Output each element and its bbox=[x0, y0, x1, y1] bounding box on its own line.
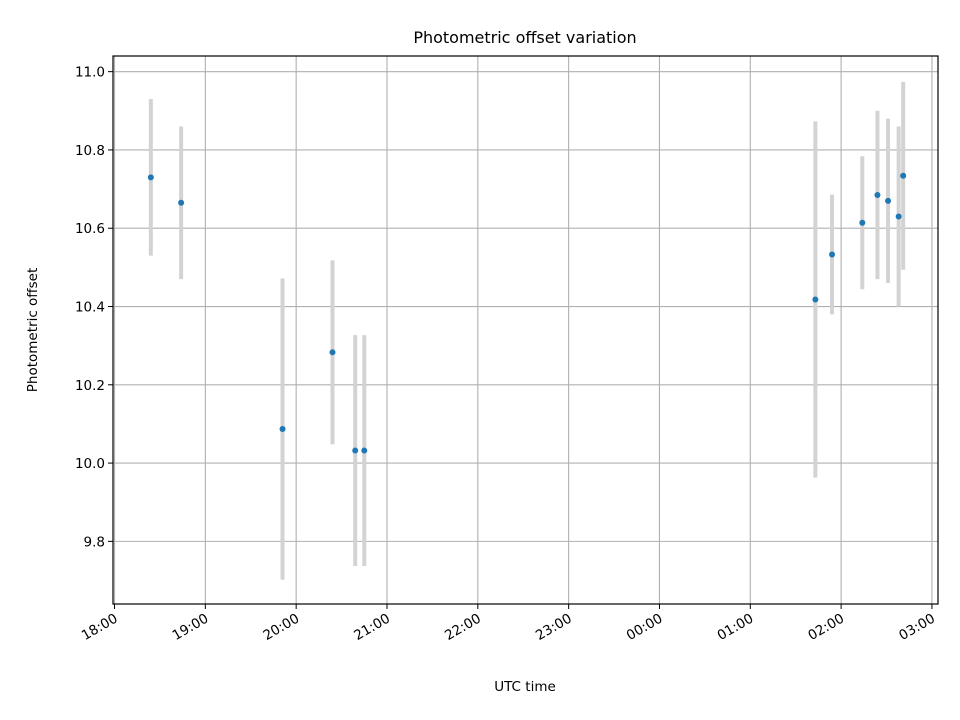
data-points bbox=[147, 172, 907, 454]
plot-frame bbox=[112, 55, 939, 605]
y-axis-ticks: 9.8 10.0 10.2 10.4 10.6 10.8 11.0 bbox=[75, 65, 113, 550]
y-tick-label: 10.2 bbox=[75, 378, 105, 394]
y-tick-label: 10.0 bbox=[75, 456, 105, 472]
data-point bbox=[859, 219, 866, 226]
data-point bbox=[829, 251, 836, 258]
data-point bbox=[812, 296, 819, 303]
y-axis-label: Photometric offset bbox=[25, 268, 41, 392]
x-axis-label: UTC time bbox=[494, 679, 556, 695]
data-point bbox=[885, 197, 892, 204]
y-tick-label: 9.8 bbox=[84, 534, 105, 550]
y-tick-label: 10.4 bbox=[75, 300, 105, 316]
y-tick-label: 10.6 bbox=[75, 221, 105, 237]
data-point bbox=[178, 199, 185, 206]
data-point bbox=[147, 174, 154, 181]
data-point bbox=[352, 447, 359, 454]
y-tick-label: 11.0 bbox=[75, 65, 105, 81]
y-tick-label: 10.8 bbox=[75, 143, 105, 159]
chart-title: Photometric offset variation bbox=[413, 28, 636, 47]
data-point bbox=[895, 213, 902, 220]
data-point bbox=[361, 447, 368, 454]
data-point bbox=[900, 172, 907, 179]
data-point bbox=[279, 426, 286, 433]
data-point bbox=[329, 349, 336, 356]
grid-lines bbox=[113, 56, 938, 604]
data-point bbox=[874, 191, 881, 198]
